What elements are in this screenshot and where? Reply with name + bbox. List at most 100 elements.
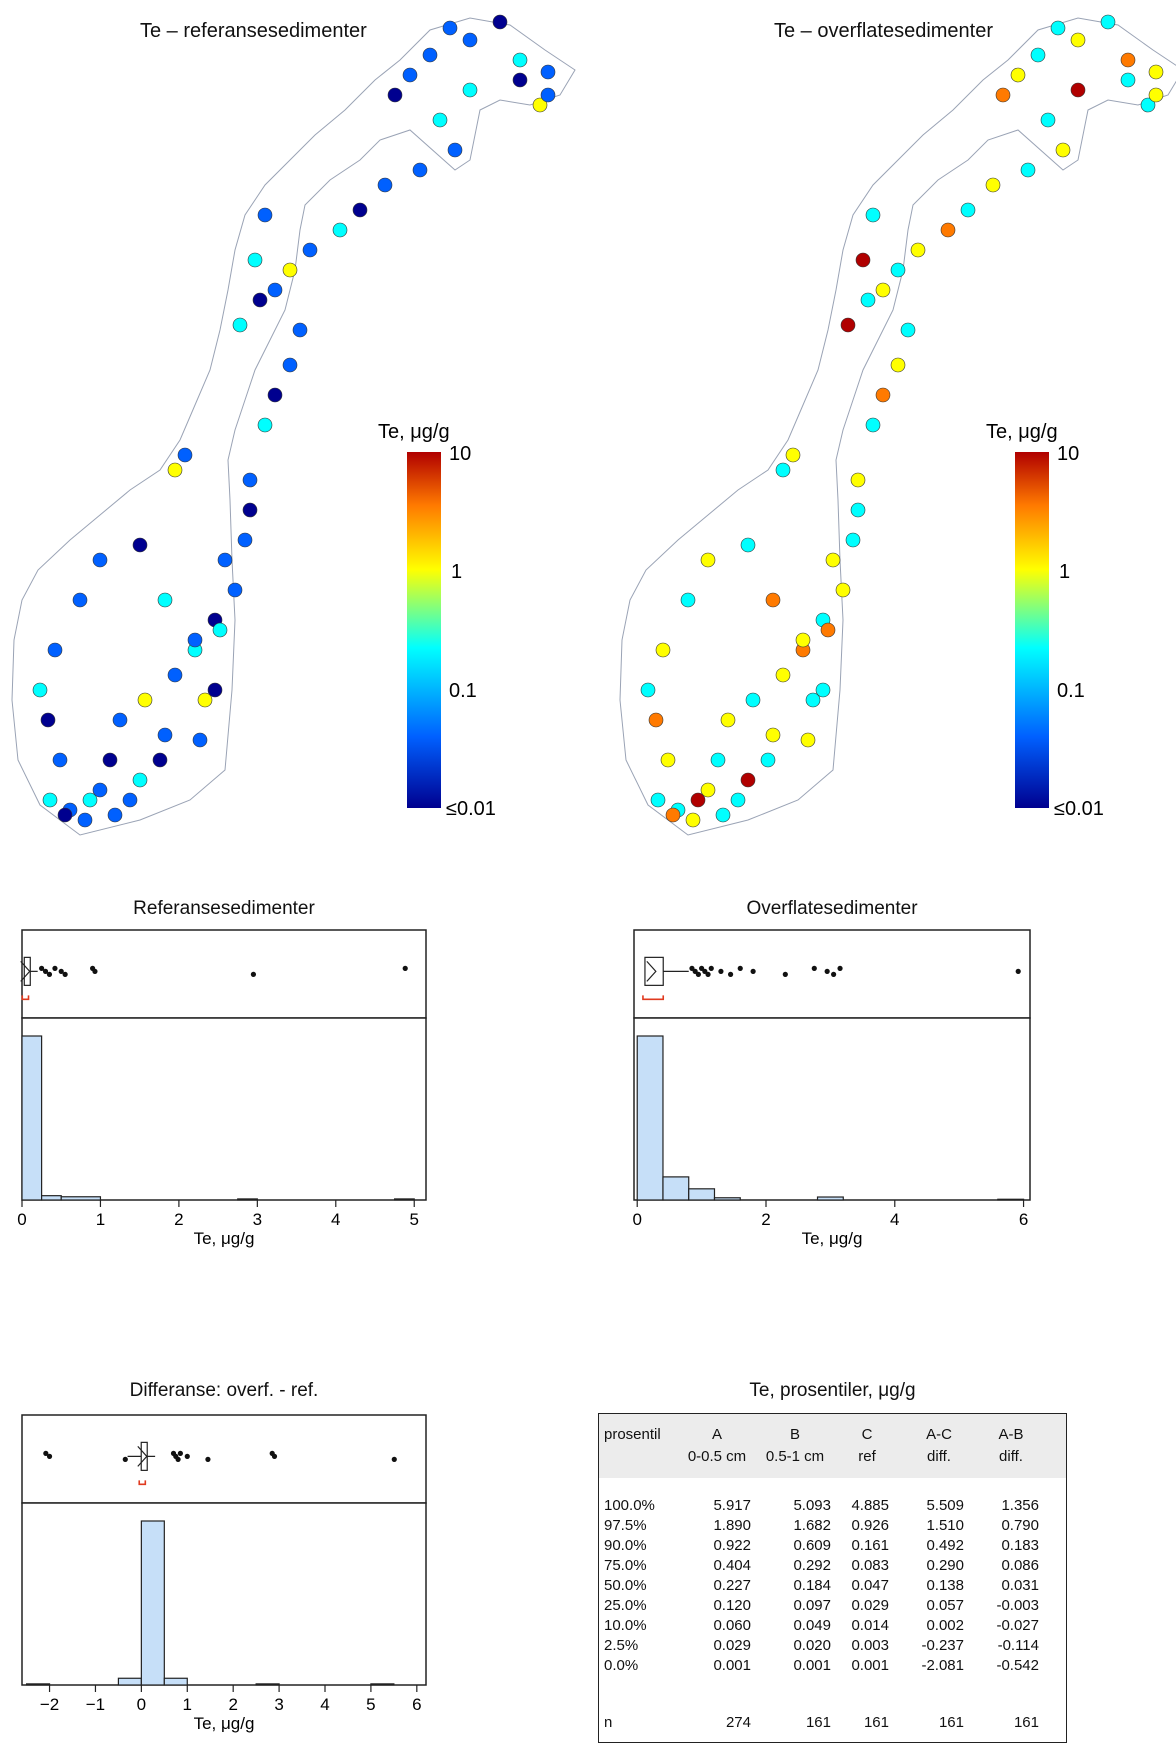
map-site-marker — [1148, 64, 1164, 80]
map-site-marker — [532, 97, 548, 113]
map-site-marker — [442, 20, 458, 36]
colorbar-tick: 0.1 — [449, 680, 477, 702]
table-cell: 0.014 — [851, 1617, 889, 1634]
map-site-marker — [132, 772, 148, 788]
x-tick-label: 0 — [17, 1210, 26, 1229]
map-site-marker — [1140, 97, 1156, 113]
histogram-bar — [662, 1176, 690, 1201]
map-sites-surface — [640, 14, 1164, 828]
map-site-marker — [252, 292, 268, 308]
colorbar-tick: ≤0.01 — [446, 798, 496, 820]
colorbar-gradient — [1015, 452, 1049, 808]
x-tick-label: 1 — [96, 1210, 105, 1229]
map-title-surface: Te – overflatesedimenter — [774, 20, 994, 43]
map-site-marker — [92, 552, 108, 568]
map-site-marker — [985, 177, 1001, 193]
table-cell: 0.057 — [926, 1597, 964, 1614]
boxplot-outlier — [402, 965, 408, 971]
histogram-bar — [25, 1683, 51, 1686]
map-site-marker — [850, 472, 866, 488]
map-site-marker — [267, 282, 283, 298]
colorbar-tick: 10 — [449, 443, 471, 465]
boxplot-outlier — [250, 971, 257, 977]
map-sites-reference — [32, 14, 556, 828]
map-site-marker — [690, 792, 706, 808]
boxplot-outlier — [43, 1450, 49, 1456]
histogram-bar — [636, 1035, 664, 1201]
map-site-marker — [995, 87, 1011, 103]
maps-svg: Te, μg/g 10 1 0.1 ≤0.01 Te, μg/g 10 1 0.… — [11, 14, 1176, 836]
x-tick-label: 5 — [409, 1210, 418, 1229]
table-cell: 0.001 — [713, 1657, 751, 1674]
table-cell: 0.184 — [793, 1577, 831, 1594]
histogram-bar — [255, 1683, 280, 1686]
map-site-marker — [835, 582, 851, 598]
colorbar-tick: ≤0.01 — [1054, 798, 1104, 820]
boxplot-outlier — [92, 968, 98, 974]
map-site-marker — [257, 417, 273, 433]
map-site-marker — [237, 532, 253, 548]
table-cell-percentile: 100.0% — [604, 1497, 655, 1514]
boxplot-outlier — [177, 1450, 183, 1456]
map-site-marker — [805, 692, 821, 708]
histogram-frame — [21, 1502, 427, 1686]
panel-svg-surface: 0 2 4 6 Te, μg/g — [632, 929, 1031, 1248]
chart-title-difference: Differanse: overf. - ref. — [129, 1380, 319, 1401]
histogram-bar — [237, 1198, 258, 1201]
histogram-bar — [816, 1196, 844, 1201]
median-ci-bracket — [138, 1480, 147, 1486]
colorbar-label: Te, μg/g — [378, 421, 450, 443]
table-cell-n: 161 — [1013, 1714, 1039, 1731]
map-site-marker — [845, 532, 861, 548]
map-site-marker — [167, 462, 183, 478]
x-tick-label: 0 — [632, 1210, 641, 1229]
map-site-marker — [900, 322, 916, 338]
map-site-marker — [1055, 142, 1071, 158]
map-site-marker — [387, 87, 403, 103]
map-site-marker — [800, 732, 816, 748]
colorbar-tick: 1 — [1059, 561, 1070, 583]
map-site-marker — [462, 82, 478, 98]
map-site-marker — [540, 87, 556, 103]
map-site-marker — [775, 667, 791, 683]
table-cell: 0.492 — [926, 1537, 964, 1554]
table-cell: 0.020 — [793, 1637, 831, 1654]
table-col-header: A-B — [998, 1426, 1024, 1443]
map-site-marker — [820, 622, 836, 638]
map-site-marker — [512, 52, 528, 68]
table-cell: 0.047 — [851, 1577, 889, 1594]
boxplot-outlier — [811, 965, 817, 971]
boxplot-outlier — [184, 1453, 190, 1459]
x-tick-label: 4 — [890, 1210, 899, 1229]
histogram-bar — [163, 1677, 188, 1686]
map-site-marker — [157, 727, 173, 743]
table-cell: 4.885 — [851, 1497, 889, 1514]
map-site-marker — [745, 692, 761, 708]
boxplot-outlier — [695, 971, 701, 977]
map-site-marker — [720, 712, 736, 728]
table-cell: 0.609 — [793, 1537, 831, 1554]
map-site-marker — [910, 242, 926, 258]
histogram-bar — [688, 1188, 716, 1201]
map-site-marker — [648, 712, 664, 728]
boxplot-outlier — [824, 968, 830, 974]
map-site-marker — [192, 732, 208, 748]
map-site-marker — [740, 537, 756, 553]
boxplot-outlier — [58, 968, 64, 974]
map-site-marker — [412, 162, 428, 178]
table-col-subheader: ref — [858, 1448, 876, 1465]
map-site-marker — [1020, 162, 1036, 178]
table-cell-percentile: 50.0% — [604, 1577, 647, 1594]
map-title-reference: Te – referansesedimenter — [140, 20, 367, 42]
boxplot-outlier — [750, 968, 756, 974]
map-site-marker — [1120, 72, 1136, 88]
table-cell: 0.183 — [1001, 1537, 1039, 1554]
table-cell: -0.003 — [996, 1597, 1039, 1614]
table-cell-n: 161 — [805, 1714, 831, 1731]
boxplot-median — [137, 1445, 148, 1467]
x-tick-label: 5 — [366, 1695, 375, 1714]
map-site-marker — [865, 417, 881, 433]
table-col-subheader: diff. — [999, 1448, 1023, 1465]
map-site-marker — [940, 222, 956, 238]
